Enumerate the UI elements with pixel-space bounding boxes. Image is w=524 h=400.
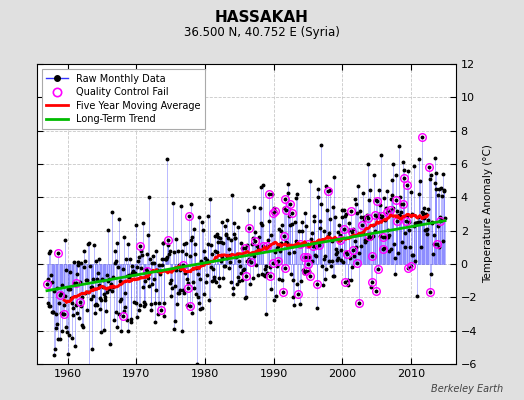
Text: Berkeley Earth: Berkeley Earth	[431, 384, 503, 394]
Legend: Raw Monthly Data, Quality Control Fail, Five Year Moving Average, Long-Term Tren: Raw Monthly Data, Quality Control Fail, …	[41, 69, 205, 129]
Y-axis label: Temperature Anomaly (°C): Temperature Anomaly (°C)	[483, 144, 493, 284]
Text: 36.500 N, 40.752 E (Syria): 36.500 N, 40.752 E (Syria)	[184, 26, 340, 39]
Text: HASSAKAH: HASSAKAH	[215, 10, 309, 25]
